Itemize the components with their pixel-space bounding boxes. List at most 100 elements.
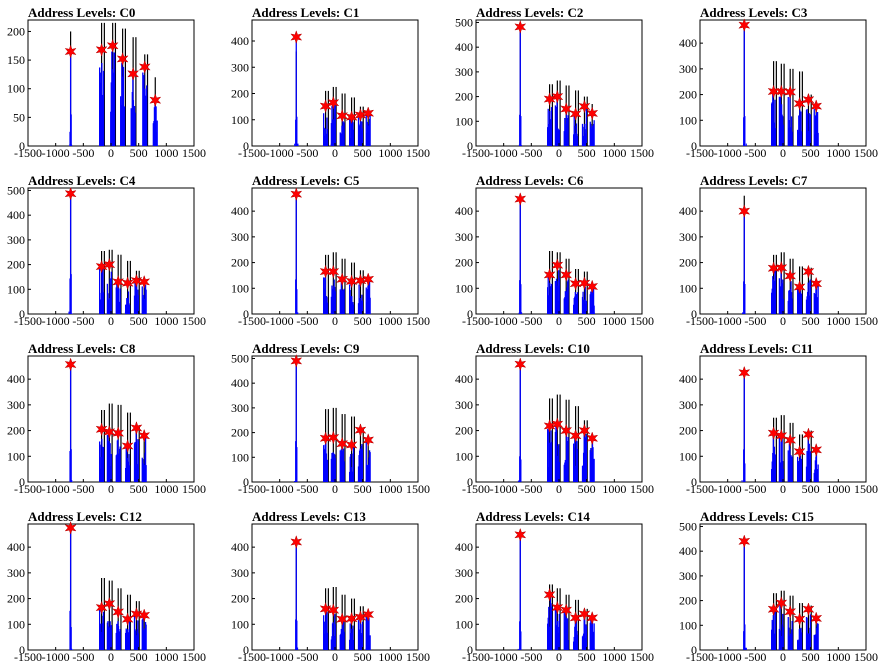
y-tick-label: 200 xyxy=(455,592,473,606)
x-tick-label: 1500 xyxy=(630,314,654,328)
x-tick-label: 1000 xyxy=(154,650,178,664)
x-tick-label: 1500 xyxy=(854,482,878,496)
y-tick-label: 200 xyxy=(455,424,473,438)
panel-c1: Address Levels: C10100200300400-1500 -100… xyxy=(231,5,430,160)
x-tick-label: -1000 xyxy=(714,650,742,664)
x-tick-label: 0 xyxy=(556,314,562,328)
x-tick-label: 1500 xyxy=(630,146,654,160)
y-tick-label: 200 xyxy=(679,594,697,608)
panel-title: Address Levels: C4 xyxy=(28,173,136,188)
y-tick-label: 500 xyxy=(455,15,473,29)
x-tick-label: 1000 xyxy=(602,314,626,328)
x-tick-label: 500 xyxy=(802,146,820,160)
panel-c6: Address Levels: C60100200300400-1500 -100… xyxy=(455,173,654,328)
x-tick-label: 500 xyxy=(578,146,596,160)
x-tick-label: 1500 xyxy=(182,650,206,664)
x-tick-label: 0 xyxy=(332,314,338,328)
x-tick-label: 1000 xyxy=(378,146,402,160)
x-tick-label: 1000 xyxy=(602,146,626,160)
x-tick-label: 1500 xyxy=(630,650,654,664)
x-tick-label: -1500 xyxy=(462,146,490,160)
x-tick-label: 0 xyxy=(332,146,338,160)
x-tick-label: 1500 xyxy=(406,650,430,664)
x-tick-label: 500 xyxy=(354,650,372,664)
x-tick-label: 1000 xyxy=(378,482,402,496)
y-tick-label: 300 xyxy=(7,566,25,580)
x-tick-label: -1500 xyxy=(14,482,42,496)
x-tick-label: -1500 xyxy=(14,314,42,328)
x-tick-label: -500 xyxy=(72,146,94,160)
x-tick-label: -500 xyxy=(520,650,542,664)
x-tick-label: 500 xyxy=(802,650,820,664)
x-tick-label: 1000 xyxy=(378,650,402,664)
panel-c5: Address Levels: C50100200300400-1500 -100… xyxy=(231,173,430,328)
y-tick-label: 400 xyxy=(679,544,697,558)
y-tick-label: 400 xyxy=(455,372,473,386)
y-tick-label: 400 xyxy=(679,372,697,386)
x-tick-label: -1500 xyxy=(462,482,490,496)
x-tick-label: 1500 xyxy=(182,314,206,328)
x-tick-label: 1500 xyxy=(406,146,430,160)
x-tick-label: -1000 xyxy=(266,482,294,496)
x-tick-label: 500 xyxy=(578,482,596,496)
x-tick-label: -1000 xyxy=(266,146,294,160)
x-tick-label: -1500 xyxy=(238,482,266,496)
x-tick-label: 500 xyxy=(354,482,372,496)
x-tick-label: -500 xyxy=(296,482,318,496)
x-tick-label: -1000 xyxy=(42,482,70,496)
y-tick-label: 100 xyxy=(7,617,25,631)
x-tick-label: 1500 xyxy=(406,314,430,328)
x-tick-label: 0 xyxy=(556,482,562,496)
x-tick-label: -1000 xyxy=(490,482,518,496)
panel-title: Address Levels: C3 xyxy=(700,5,808,20)
y-tick-label: 300 xyxy=(455,566,473,580)
panel-c11: Address Levels: C110100200300400-1500 -10… xyxy=(679,341,878,496)
x-tick-label: 1000 xyxy=(826,482,850,496)
y-tick-label: 200 xyxy=(231,426,249,440)
x-tick-label: -500 xyxy=(520,482,542,496)
x-tick-label: 500 xyxy=(354,146,372,160)
y-tick-label: 150 xyxy=(7,53,25,67)
y-tick-label: 300 xyxy=(231,401,249,415)
y-tick-label: 400 xyxy=(231,376,249,390)
y-tick-label: 200 xyxy=(455,90,473,104)
y-tick-label: 300 xyxy=(679,230,697,244)
x-tick-label: 1000 xyxy=(154,482,178,496)
panel-title: Address Levels: C8 xyxy=(28,341,136,356)
y-tick-label: 100 xyxy=(7,82,25,96)
x-tick-label: -1000 xyxy=(490,650,518,664)
y-tick-label: 400 xyxy=(7,372,25,386)
y-tick-label: 200 xyxy=(7,24,25,38)
x-tick-label: 500 xyxy=(130,482,148,496)
y-tick-label: 300 xyxy=(455,398,473,412)
y-tick-label: 100 xyxy=(7,282,25,296)
y-tick-label: 300 xyxy=(231,230,249,244)
y-tick-label: 200 xyxy=(679,256,697,270)
x-tick-label: 500 xyxy=(354,314,372,328)
x-tick-label: 0 xyxy=(780,482,786,496)
x-tick-label: 500 xyxy=(802,482,820,496)
y-tick-label: 300 xyxy=(679,62,697,76)
y-tick-label: 400 xyxy=(7,208,25,222)
x-tick-label: -1500 xyxy=(238,650,266,664)
panel-title: Address Levels: C1 xyxy=(252,5,359,20)
y-tick-label: 100 xyxy=(7,449,25,463)
x-tick-label: -1500 xyxy=(238,146,266,160)
y-tick-label: 300 xyxy=(7,233,25,247)
x-tick-label: -500 xyxy=(520,314,542,328)
panel-c13: Address Levels: C130100200300400-1500 -10… xyxy=(231,509,430,664)
panel-c8: Address Levels: C80100200300400-1500 -100… xyxy=(7,341,206,496)
panel-title: Address Levels: C2 xyxy=(476,5,583,20)
x-tick-label: 500 xyxy=(578,314,596,328)
y-tick-label: 100 xyxy=(455,281,473,295)
y-tick-label: 300 xyxy=(231,60,249,74)
x-tick-label: -1500 xyxy=(238,314,266,328)
x-tick-label: 1000 xyxy=(154,146,178,160)
y-tick-label: 200 xyxy=(7,258,25,272)
y-tick-label: 200 xyxy=(231,256,249,270)
x-tick-label: 1000 xyxy=(602,650,626,664)
panel-c14: Address Levels: C140100200300400-1500 -10… xyxy=(455,509,654,664)
x-tick-label: 0 xyxy=(108,146,114,160)
panel-title: Address Levels: C9 xyxy=(252,341,360,356)
y-tick-label: 300 xyxy=(679,569,697,583)
